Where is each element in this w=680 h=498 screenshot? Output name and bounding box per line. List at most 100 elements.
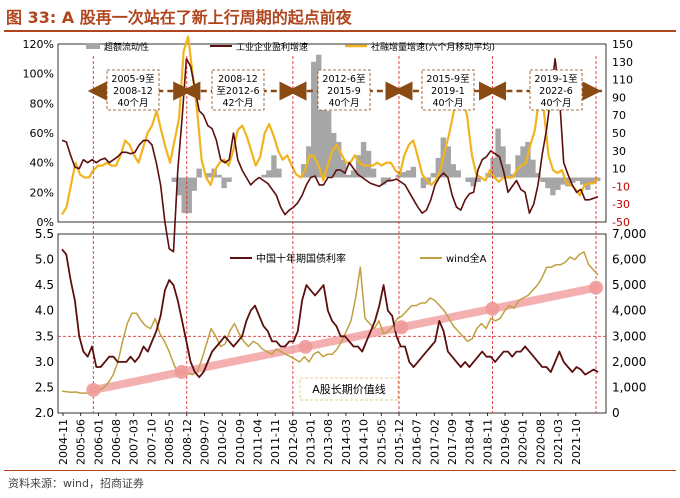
excess-liquidity-bar [216, 174, 222, 178]
x-tick-label: 2019-06 [499, 419, 512, 465]
excess-liquidity-bar [555, 177, 561, 190]
excess-liquidity-bar [321, 88, 327, 178]
excess-liquidity-bar [455, 170, 461, 178]
wind-all-a-line [61, 251, 599, 394]
excess-liquidity-bar [450, 164, 456, 178]
lower-right-tick-label: 2,000 [612, 355, 646, 369]
x-tick-label: 2014-03 [340, 419, 353, 465]
x-tick-label: 2017-09 [446, 419, 459, 465]
value-line-touch-point [298, 339, 313, 354]
excess-liquidity-bar [490, 157, 496, 178]
cycle-annotation-box [421, 69, 475, 111]
excess-liquidity-bar [360, 141, 367, 178]
excess-liquidity-bar [540, 177, 546, 182]
x-tick-label: 2017-02 [428, 419, 441, 465]
excess-liquidity-bar [435, 157, 441, 178]
x-tick-label: 2018-04 [464, 419, 477, 465]
x-tick-label: 2011-04 [252, 419, 265, 465]
lower-left-tick-label: 5.5 [35, 227, 54, 241]
x-tick-label: 2010-02 [216, 419, 229, 465]
cycle-annotation-text: 2015-9至 [426, 74, 469, 85]
upper-left-tick-label: 120% [23, 38, 54, 51]
excess-liquidity-bar [345, 174, 352, 178]
excess-liquidity-bar [520, 146, 526, 178]
excess-liquidity-bar [261, 174, 267, 178]
excess-liquidity-bar [420, 177, 427, 189]
cycle-annotation-text: 40个月 [432, 98, 463, 109]
x-tick-label: 2006-08 [110, 419, 123, 465]
excess-liquidity-bar [171, 177, 177, 182]
excess-liquidity-bar [575, 177, 581, 182]
excess-liquidity-bar [565, 177, 571, 187]
value-line-label-box [299, 377, 399, 401]
x-tick-label: 2007-03 [128, 419, 141, 465]
excess-liquidity-bar [525, 141, 531, 178]
excess-liquidity-bar [535, 173, 541, 178]
x-tick-label: 2021-10 [570, 419, 583, 465]
excess-liquidity-bar [470, 177, 476, 187]
excess-liquidity-bar [560, 177, 566, 185]
excess-liquidity-bar [191, 177, 197, 191]
excess-liquidity-bar [430, 173, 437, 178]
upper-right-tick-label: 110 [612, 74, 633, 87]
upper-right-tick-label: -10 [612, 180, 630, 193]
x-tick-label: 2013-01 [305, 419, 318, 465]
lower-right-tick-label: 4,000 [612, 304, 646, 318]
source-note: 资料来源：wind，招商证券 [8, 477, 145, 490]
cycle-annotation-text: 至2012-6 [216, 86, 259, 97]
excess-liquidity-bar [226, 177, 232, 182]
cycle-annotation-text: 2019-1 [431, 86, 465, 97]
lower-right-tick-label: 5,000 [612, 278, 646, 292]
upper-left-tick-label: 60% [30, 127, 54, 140]
excess-liquidity-bar [350, 170, 357, 178]
excess-liquidity-bar [505, 164, 511, 178]
excess-liquidity-bar [515, 155, 521, 178]
lower-right-tick-label: 1,000 [612, 380, 646, 394]
excess-liquidity-bar [495, 128, 501, 178]
x-tick-label: 2015-05 [375, 419, 388, 465]
cycle-annotation-text: 2012-6至 [322, 74, 365, 85]
excess-liquidity-bar [331, 133, 337, 178]
x-tick-label: 2011-11 [269, 419, 282, 465]
legend-label-profit: 工业企业盈利增速 [236, 41, 308, 53]
excess-liquidity-bar [500, 146, 506, 178]
excess-liquidity-bar [370, 168, 377, 178]
excess-liquidity-bar [410, 166, 417, 178]
x-tick-label: 2021-03 [552, 419, 565, 465]
value-line-touch-point [394, 320, 409, 335]
lower-left-tick-label: 4.5 [35, 278, 54, 292]
cycle-annotation-text: 2008-12 [113, 86, 153, 97]
upper-left-tick-label: 80% [30, 97, 54, 110]
cycle-annotation-text: 2015-9 [327, 86, 361, 97]
excess-liquidity-bar [445, 146, 451, 178]
legend-label-excess-liquidity: 超额流动性 [104, 41, 149, 53]
lower-left-tick-label: 3.5 [35, 329, 54, 343]
upper-left-tick-label: 100% [23, 68, 54, 81]
cycle-annotation-text: 40个月 [540, 98, 571, 109]
lower-right-tick-label: 0 [612, 406, 620, 420]
upper-right-tick-label: 10 [612, 163, 626, 176]
lower-left-tick-label: 2.5 [35, 380, 54, 394]
excess-liquidity-bar [186, 177, 192, 214]
legend-label-tsf: 社融增量增速(六个月移动平均) [371, 41, 495, 53]
excess-liquidity-bar [475, 177, 481, 182]
cycle-annotation-box [529, 69, 583, 111]
x-tick-label: 2007-10 [145, 419, 158, 465]
x-tick-label: 2006-01 [92, 419, 105, 465]
x-tick-label: 2009-07 [199, 419, 212, 465]
x-tick-label: 2015-12 [393, 419, 406, 465]
cycle-annotation-box [106, 69, 160, 111]
excess-liquidity-bar [400, 172, 407, 178]
x-tick-label: 2014-10 [358, 419, 371, 465]
excess-liquidity-bar [465, 177, 471, 182]
x-tick-label: 2005-06 [75, 419, 88, 465]
value-line-touch-point [485, 301, 500, 316]
excess-liquidity-bar [271, 155, 277, 178]
excess-liquidity-bar [590, 177, 596, 183]
x-tick-label: 2013-08 [322, 419, 335, 465]
figure-title: 图 33: A 股再一次站在了新上行周期的起点前夜 [6, 8, 352, 27]
upper-right-tick-label: 90 [612, 91, 626, 104]
excess-liquidity-bar [316, 54, 322, 178]
excess-liquidity-bar [580, 177, 586, 185]
